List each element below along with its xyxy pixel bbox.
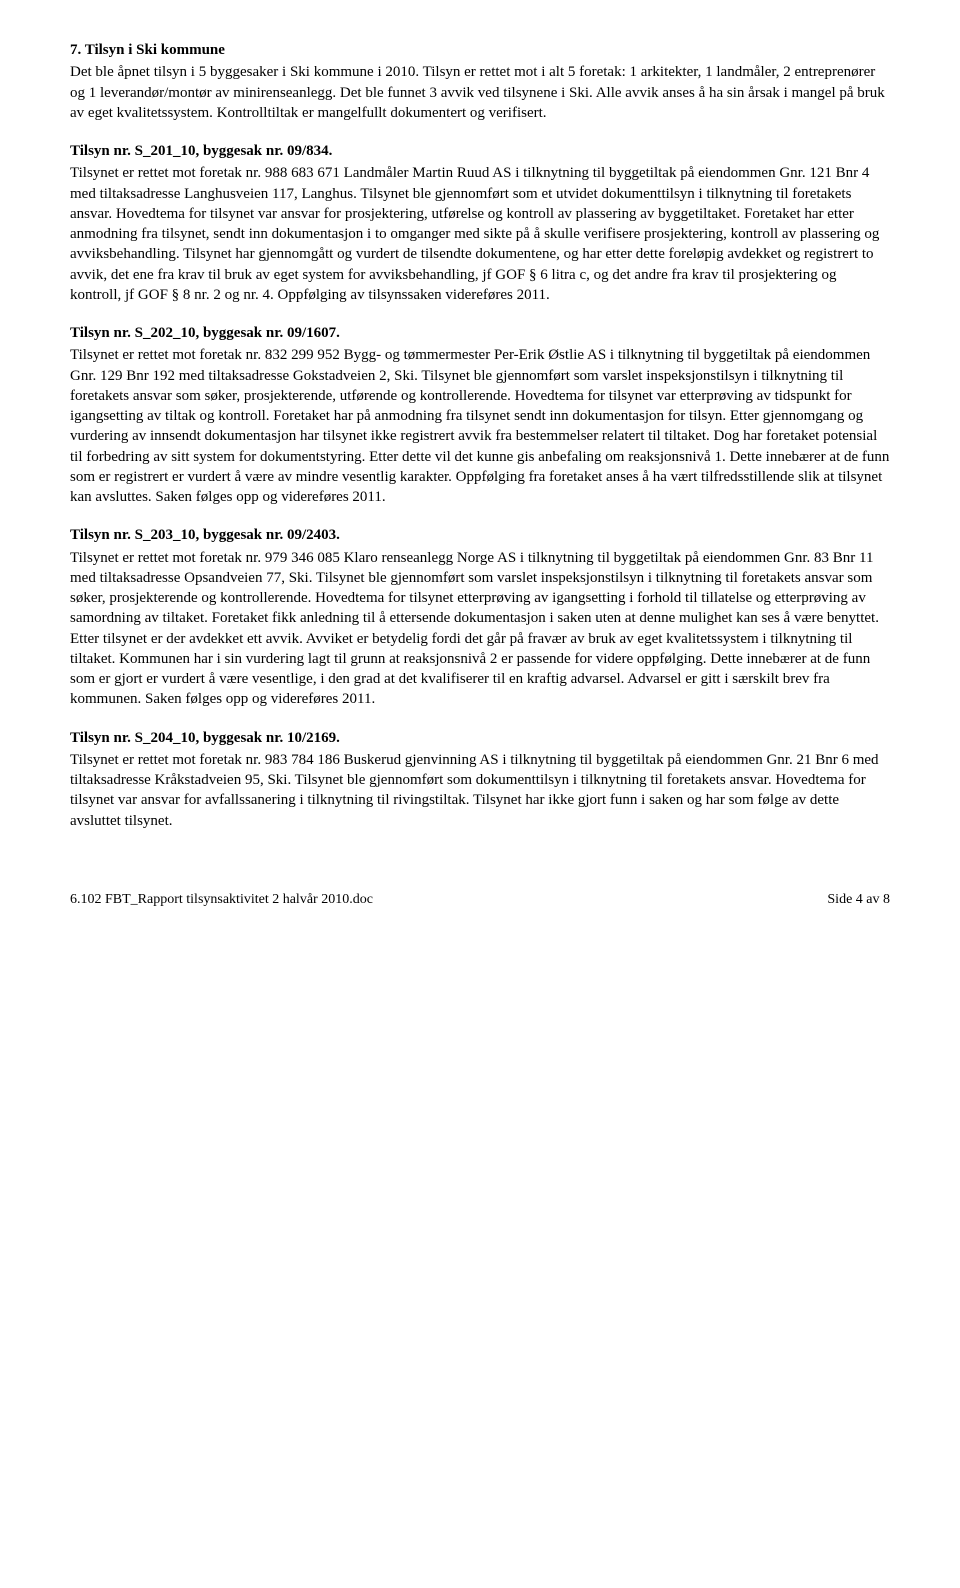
- section-7-intro: Det ble åpnet tilsyn i 5 byggesaker i Sk…: [70, 62, 890, 123]
- tilsyn-201-heading: Tilsyn nr. S_201_10, byggesak nr. 09/834…: [70, 141, 890, 161]
- tilsyn-204-body: Tilsynet er rettet mot foretak nr. 983 7…: [70, 750, 890, 831]
- tilsyn-201: Tilsyn nr. S_201_10, byggesak nr. 09/834…: [70, 141, 890, 305]
- section-7: 7. Tilsyn i Ski kommune Det ble åpnet ti…: [70, 40, 890, 123]
- page-footer: 6.102 FBT_Rapport tilsynsaktivitet 2 hal…: [70, 891, 890, 910]
- tilsyn-201-body: Tilsynet er rettet mot foretak nr. 988 6…: [70, 163, 890, 305]
- tilsyn-202: Tilsyn nr. S_202_10, byggesak nr. 09/160…: [70, 323, 890, 507]
- tilsyn-203-heading: Tilsyn nr. S_203_10, byggesak nr. 09/240…: [70, 525, 890, 545]
- tilsyn-203-body: Tilsynet er rettet mot foretak nr. 979 3…: [70, 548, 890, 710]
- tilsyn-203: Tilsyn nr. S_203_10, byggesak nr. 09/240…: [70, 525, 890, 709]
- section-7-heading: 7. Tilsyn i Ski kommune: [70, 40, 890, 60]
- tilsyn-204: Tilsyn nr. S_204_10, byggesak nr. 10/216…: [70, 728, 890, 831]
- footer-page-number: Side 4 av 8: [827, 891, 890, 910]
- footer-filename: 6.102 FBT_Rapport tilsynsaktivitet 2 hal…: [70, 891, 373, 910]
- tilsyn-202-heading: Tilsyn nr. S_202_10, byggesak nr. 09/160…: [70, 323, 890, 343]
- tilsyn-202-body: Tilsynet er rettet mot foretak nr. 832 2…: [70, 345, 890, 507]
- tilsyn-204-heading: Tilsyn nr. S_204_10, byggesak nr. 10/216…: [70, 728, 890, 748]
